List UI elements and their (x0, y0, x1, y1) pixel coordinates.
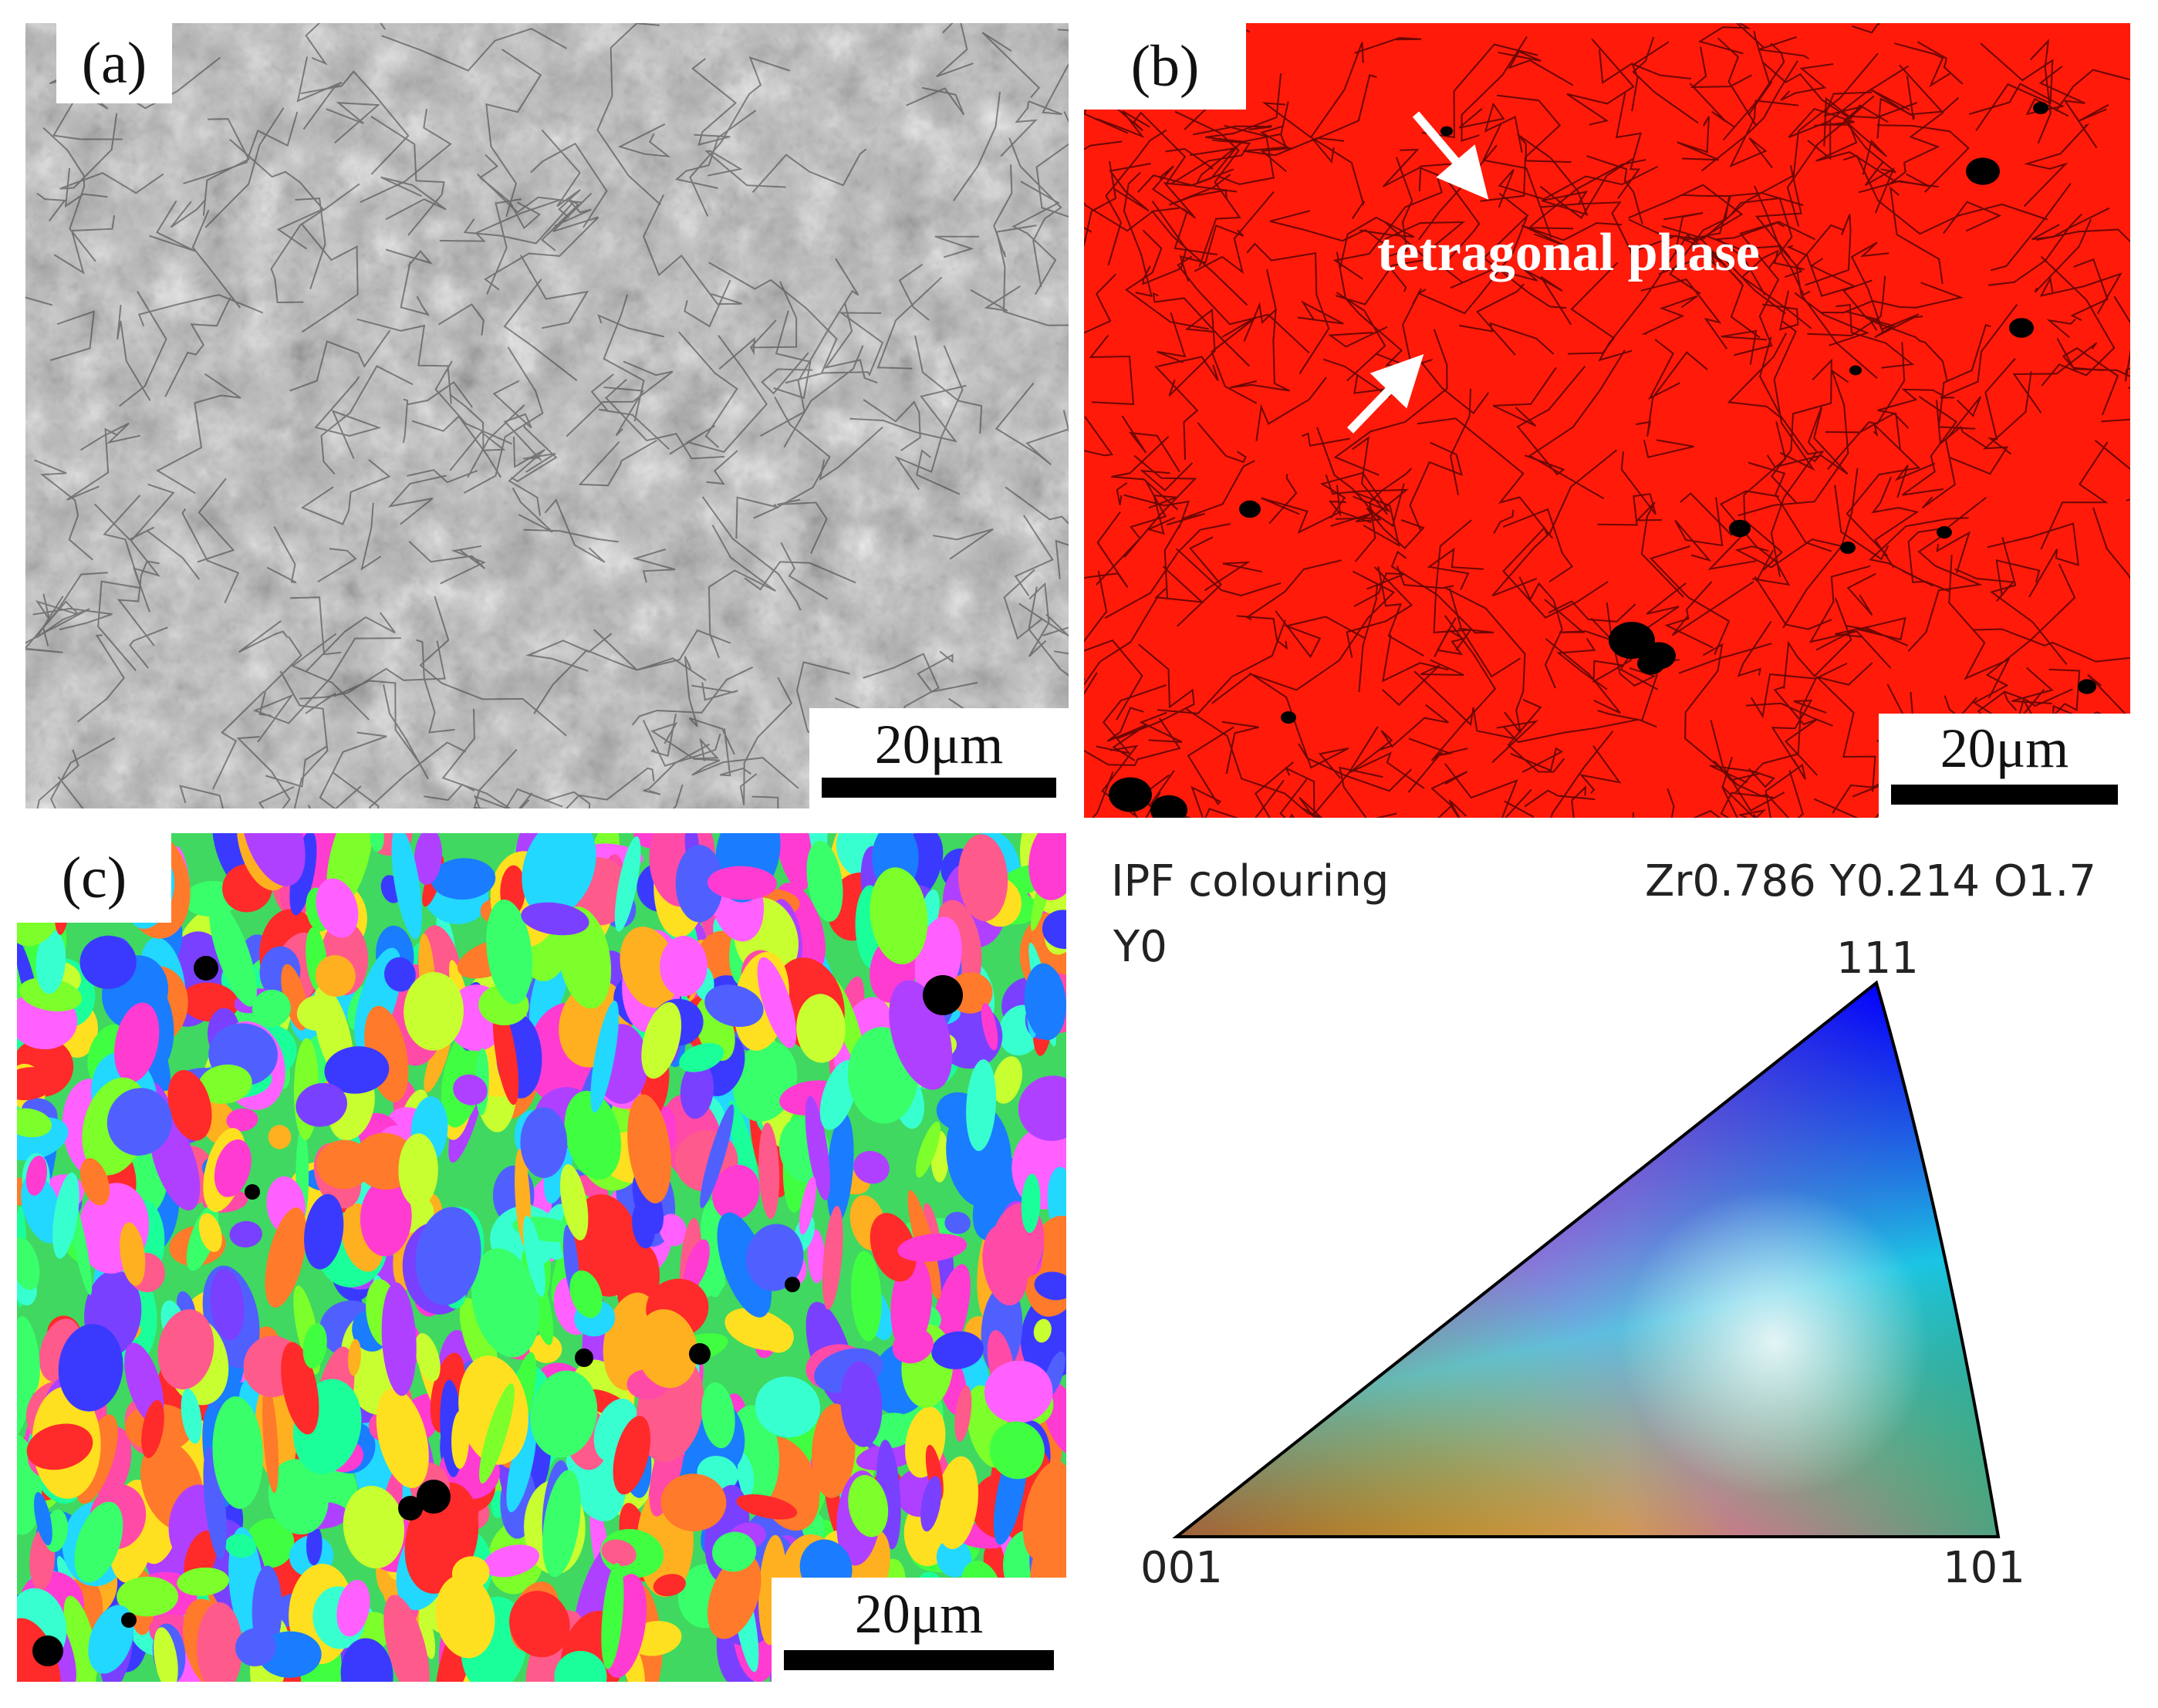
panel-b-scale-bar: 20μm (1879, 714, 2130, 818)
panel-c-scale-bar: 20μm (772, 1578, 1066, 1682)
scale-bar-line (784, 1650, 1054, 1670)
ipf-key-phase: Zr0.786 Y0.214 O1.7 (1645, 856, 2096, 906)
ipf-map-grains (17, 833, 1066, 1682)
panel-a-scale-bar: 20μm (809, 708, 1069, 808)
panel-a-sem-image: (a) 20μm (25, 23, 1069, 808)
tetragonal-phase-annotation: tetragonal phase (1377, 223, 1760, 282)
sem-texture (25, 23, 1069, 808)
scale-bar-label: 20μm (854, 1583, 984, 1645)
annotation-arrows (1347, 111, 1489, 434)
arrow-upper (1412, 111, 1489, 200)
arrow-lower (1347, 354, 1424, 434)
scale-bar-label: 20μm (874, 714, 1004, 775)
ipf-triangle-outline (1172, 980, 2001, 1538)
panel-a-label: (a) (56, 23, 172, 103)
scale-bar-line (1891, 785, 2118, 805)
panel-b-phase-map: (b) tetragonal phase 20μm (1084, 23, 2130, 818)
panel-c-label: (c) (17, 833, 171, 923)
phase-map-boundaries (1084, 23, 2130, 818)
ipf-corner-001: 001 (1140, 1543, 1223, 1593)
ipf-key-direction: Y0 (1113, 922, 1167, 972)
scale-bar-line (822, 778, 1056, 798)
scale-bar-label: 20μm (1940, 717, 2069, 779)
ipf-corner-101: 101 (1943, 1543, 2025, 1593)
panel-b-label: (b) (1084, 23, 1246, 110)
ipf-corner-111: 111 (1836, 933, 1919, 984)
panel-c-ipf-map: (c) 20μm (17, 833, 1066, 1682)
ipf-color-triangle (1172, 980, 2001, 1538)
ipf-key-title: IPF colouring (1111, 856, 1390, 906)
